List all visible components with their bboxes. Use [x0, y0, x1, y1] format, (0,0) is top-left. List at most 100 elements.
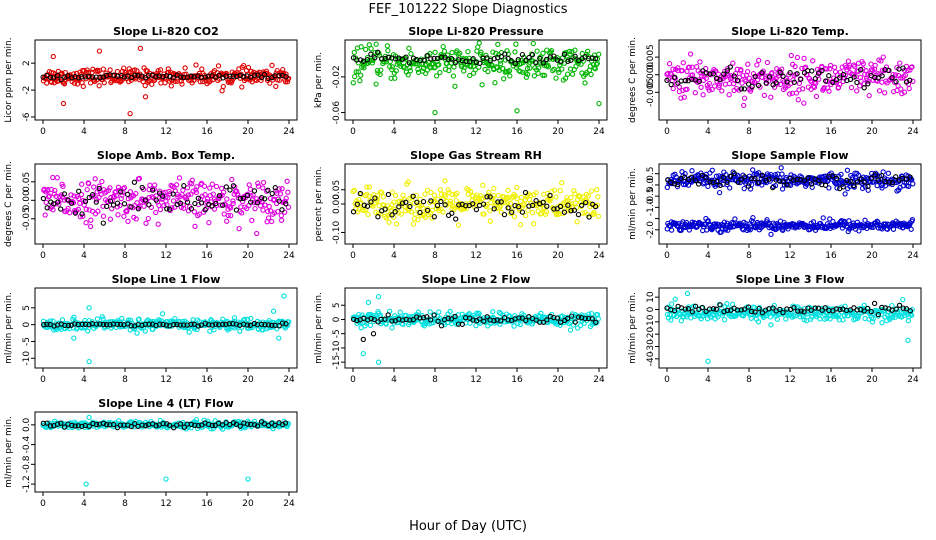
data-point [665, 70, 671, 77]
series-2 [40, 419, 289, 431]
outlier-point [86, 414, 92, 421]
y-tick-label: -0.8 [22, 455, 32, 473]
data-point [591, 209, 597, 216]
data-point [535, 70, 541, 76]
data-point [58, 76, 64, 83]
data-point [219, 88, 225, 94]
y-tick-label: -10 [332, 340, 342, 355]
data-point [543, 209, 550, 215]
data-point [68, 200, 75, 206]
data-point [507, 73, 513, 79]
data-point [527, 192, 534, 199]
data-point [809, 68, 815, 74]
panel-title: Slope Amb. Box Temp. [97, 149, 235, 162]
data-point [427, 309, 433, 315]
data-point [107, 198, 114, 204]
series-2 [350, 189, 599, 222]
outlier-point [96, 48, 103, 54]
data-point [467, 188, 474, 195]
data-point [407, 65, 413, 71]
data-point [885, 170, 892, 176]
data-point [852, 63, 858, 70]
data-point [71, 71, 77, 77]
data-point [575, 314, 582, 320]
data-point [114, 424, 121, 431]
data-point [410, 317, 416, 323]
panel-title: Slope Line 2 Flow [422, 273, 531, 286]
y-axis-label: degrees C per min. [4, 161, 14, 247]
data-point [83, 206, 89, 213]
data-point [595, 213, 602, 220]
data-point [781, 182, 788, 188]
data-point [389, 212, 395, 218]
data-point [784, 182, 790, 188]
data-point [374, 67, 381, 74]
data-point [431, 192, 438, 198]
data-point [741, 86, 748, 92]
data-point [447, 198, 454, 204]
data-point [860, 61, 866, 67]
data-point [83, 220, 89, 226]
data-point [673, 174, 679, 180]
x-tick-label: 16 [201, 499, 213, 509]
outlier-point [365, 299, 372, 306]
data-point [124, 207, 130, 214]
x-tick-label: 16 [511, 127, 523, 137]
data-point [415, 66, 421, 73]
data-point [372, 195, 378, 201]
y-tick-label: 10 [646, 291, 656, 303]
y-tick-label: 0.0 [646, 178, 656, 193]
data-point [252, 205, 258, 212]
x-tick-label: 0 [664, 251, 670, 261]
data-point [473, 59, 480, 66]
data-point [89, 319, 95, 325]
data-point [791, 177, 797, 183]
data-point [670, 66, 676, 72]
data-point [71, 80, 78, 86]
data-point [523, 317, 529, 324]
data-point [565, 58, 571, 64]
y-axis-label: ml/min per min. [4, 416, 14, 488]
data-point [810, 58, 816, 64]
data-point [837, 306, 843, 313]
data-point [170, 75, 176, 81]
data-point [495, 192, 502, 199]
data-point [830, 79, 836, 86]
data-point [854, 88, 860, 94]
data-point [501, 76, 507, 82]
data-point [743, 78, 749, 84]
data-point [107, 322, 113, 328]
data-point [512, 49, 518, 55]
data-point [484, 314, 490, 320]
data-point [269, 62, 275, 69]
data-point [265, 322, 272, 328]
x-tick-label: 8 [746, 127, 752, 137]
data-point [452, 313, 458, 320]
outlier-point [270, 308, 277, 314]
data-point [692, 90, 698, 96]
data-point [910, 181, 916, 187]
data-point [827, 66, 833, 72]
data-point [428, 198, 434, 204]
y-tick-label: 0.0 [22, 417, 32, 432]
data-point [847, 178, 853, 184]
data-point [428, 56, 434, 62]
data-point [373, 41, 379, 47]
data-point [478, 49, 484, 55]
data-point [589, 55, 595, 61]
data-point [427, 317, 434, 323]
data-point [497, 60, 504, 67]
data-point [191, 209, 198, 215]
data-point [188, 206, 195, 212]
data-point [283, 74, 289, 80]
x-tick-label: 20 [242, 499, 254, 509]
data-point [465, 48, 471, 55]
panel-title: Slope Line 4 (LT) Flow [98, 397, 233, 410]
data-point [544, 203, 550, 209]
data-point [675, 65, 681, 71]
data-point [65, 73, 71, 79]
data-point [100, 321, 107, 328]
x-tick-label: 20 [242, 251, 254, 261]
data-point [356, 311, 362, 318]
data-point [836, 312, 842, 318]
